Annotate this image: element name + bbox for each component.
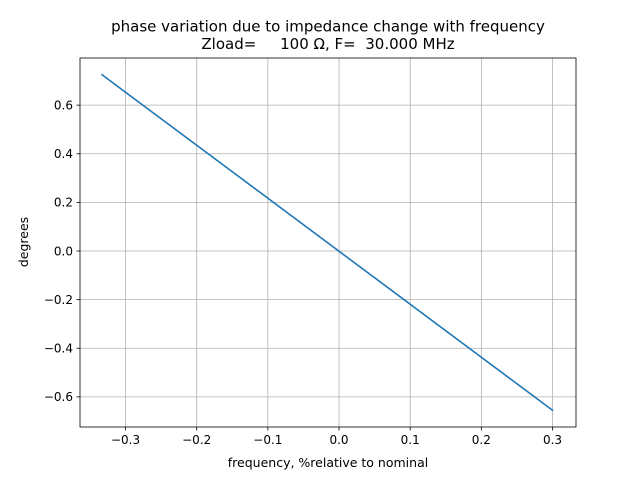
chart-subtitle: Zload= 100 Ω, F= 30.000 MHz (201, 35, 454, 53)
y-tick-label: −0.4 (44, 342, 73, 356)
x-tick-label: 0.1 (401, 433, 420, 447)
x-tick-label: 0.3 (543, 433, 562, 447)
chart-title: phase variation due to impedance change … (111, 18, 545, 36)
grid-lines (80, 58, 576, 427)
series-line (100, 73, 554, 412)
x-tick-label: 0.2 (472, 433, 491, 447)
y-tick-label: 0.6 (54, 98, 73, 112)
y-tick-label: 0.4 (54, 147, 73, 161)
x-tick-label: −0.2 (182, 433, 211, 447)
y-tick-label: −0.2 (44, 293, 73, 307)
plot-frame (79, 57, 577, 428)
y-tick-label: 0.0 (54, 244, 73, 258)
y-axis-label: degrees (16, 217, 31, 267)
y-tick-label: −0.6 (44, 390, 73, 404)
x-axis-label: frequency, %relative to nominal (228, 455, 428, 470)
axis-ticks: −0.3 −0.2 −0.1 0.0 0.1 0.2 0.3 −0.6 −0.4 −0.2 0.0 0… (44, 98, 562, 447)
x-tick-label: −0.3 (111, 433, 140, 447)
x-tick-label: −0.1 (253, 433, 282, 447)
plot-series (100, 73, 554, 412)
y-tick-label: 0.2 (54, 196, 73, 210)
x-tick-label: 0.0 (329, 433, 348, 447)
